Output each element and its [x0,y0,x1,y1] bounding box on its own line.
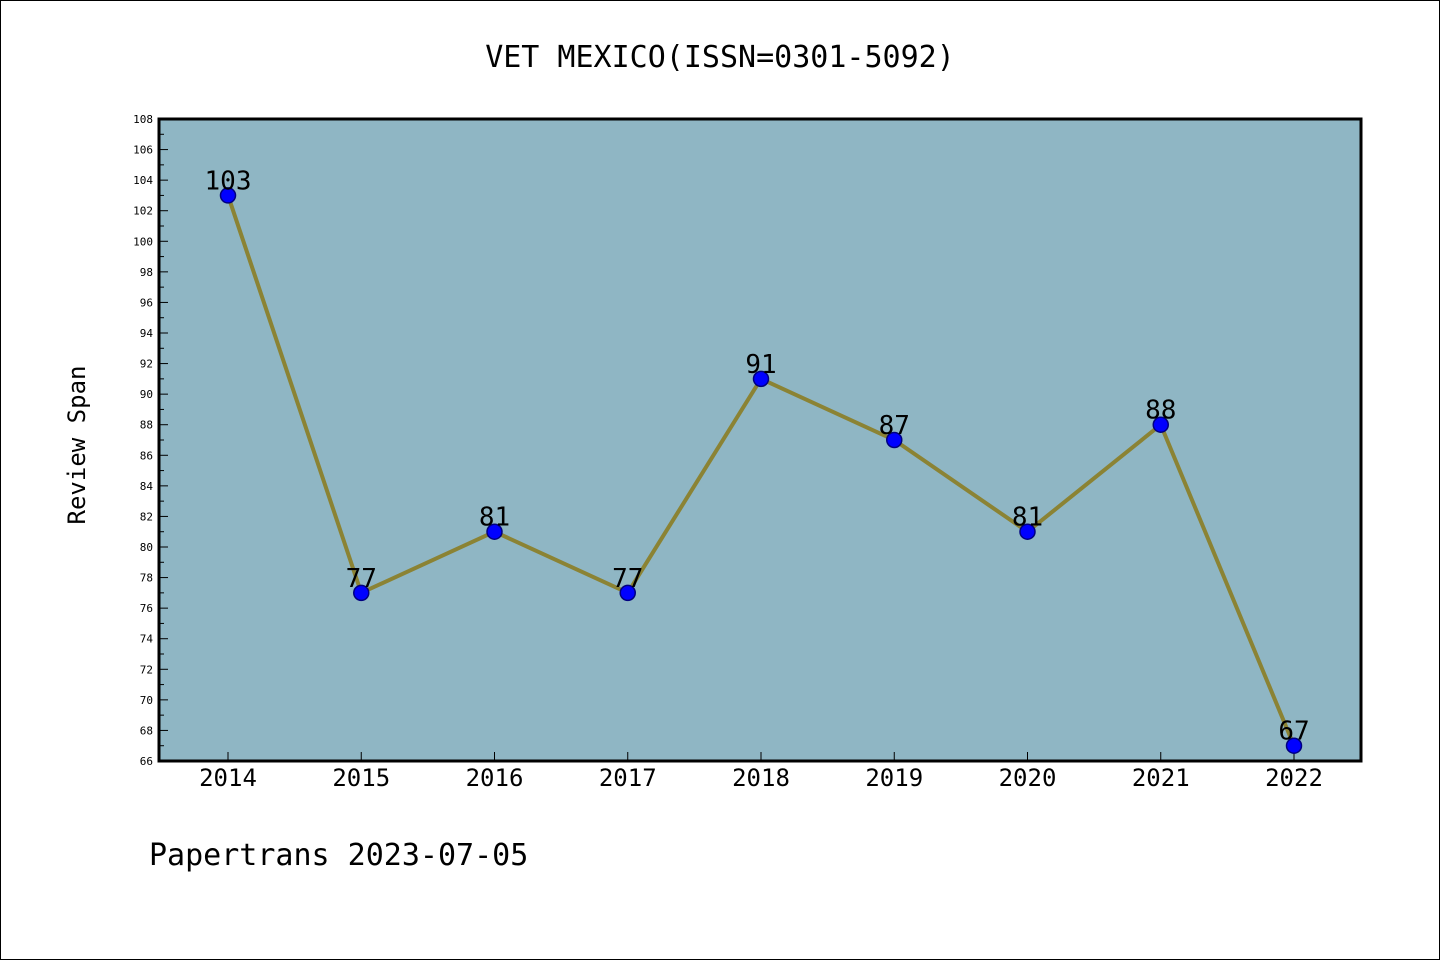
plot-area [157,117,1363,763]
y-tick-label: 86 [140,449,153,462]
y-tick-label: 98 [140,266,153,279]
marker-group [219,187,1303,754]
x-tick-label: 2018 [732,764,790,792]
x-tick-label: 2015 [332,764,390,792]
y-tick-label: 88 [140,419,153,432]
chart-title: VET MEXICO(ISSN=0301-5092) [485,40,955,75]
data-label: 77 [346,564,377,594]
data-label: 77 [612,564,643,594]
data-point [1019,523,1036,540]
y-tick-label: 102 [133,205,153,218]
footer-text: Papertrans 2023-07-05 [149,838,528,873]
y-tick-label: 80 [140,541,153,554]
x-tick-label: 2014 [199,764,257,792]
y-tick-label: 106 [133,144,153,157]
data-point [619,584,636,602]
y-tick-label: 108 [133,113,153,126]
data-point [486,523,503,540]
data-label: 81 [479,503,510,533]
data-label: 87 [879,411,910,441]
y-axis: 66 68 70 72 74 76 78 80 82 84 86 88 90 92 94 96 98 100 102… [133,113,168,768]
x-tick-label: 2016 [466,764,524,792]
data-point [219,187,237,204]
x-tick-label: 2019 [865,764,923,792]
y-tick-label: 96 [140,296,153,309]
y-tick-label: 74 [140,633,154,646]
y-axis-label: Review Span [63,366,91,525]
data-label: 67 [1278,717,1309,747]
y-tick-label: 70 [140,694,153,707]
data-point [752,370,770,388]
data-label: 103 [205,166,252,196]
data-label: 81 [1012,503,1043,533]
data-point [886,431,903,449]
y-tick-label: 68 [140,724,153,737]
y-tick-label: 100 [133,235,153,248]
y-tick-label: 72 [140,663,153,676]
x-tick-label: 2021 [1132,764,1190,792]
data-label: 91 [745,350,776,380]
x-tick-label: 2022 [1265,764,1323,792]
y-tick-label: 78 [140,572,153,585]
data-point [353,584,370,602]
x-tick-label: 2020 [999,764,1057,792]
data-point [1152,416,1169,433]
y-tick-label: 92 [140,358,153,371]
y-tick-label: 84 [140,480,154,493]
y-tick-label: 66 [140,755,153,768]
y-tick-label: 94 [140,327,154,340]
y-tick-label: 90 [140,388,153,401]
data-point [1285,737,1303,754]
y-tick-label: 76 [140,602,153,615]
data-label-group: 103 77 81 77 91 87 81 88 67 [205,166,1310,746]
x-axis: 2014 2015 2016 2017 2018 2019 2020 2021 2022 [199,752,1323,792]
y-tick-label: 82 [140,510,153,523]
data-label: 88 [1145,396,1176,426]
y-tick-label: 104 [133,174,153,187]
x-tick-label: 2017 [599,764,657,792]
